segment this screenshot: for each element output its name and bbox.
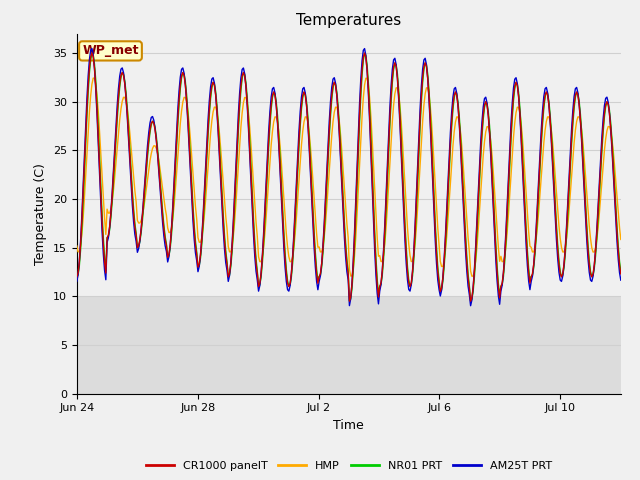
Legend: CR1000 panelT, HMP, NR01 PRT, AM25T PRT: CR1000 panelT, HMP, NR01 PRT, AM25T PRT <box>141 457 556 476</box>
Bar <box>77 296 621 394</box>
Title: Temperatures: Temperatures <box>296 13 401 28</box>
Text: WP_met: WP_met <box>82 44 139 58</box>
Y-axis label: Temperature (C): Temperature (C) <box>35 163 47 264</box>
X-axis label: Time: Time <box>333 419 364 432</box>
